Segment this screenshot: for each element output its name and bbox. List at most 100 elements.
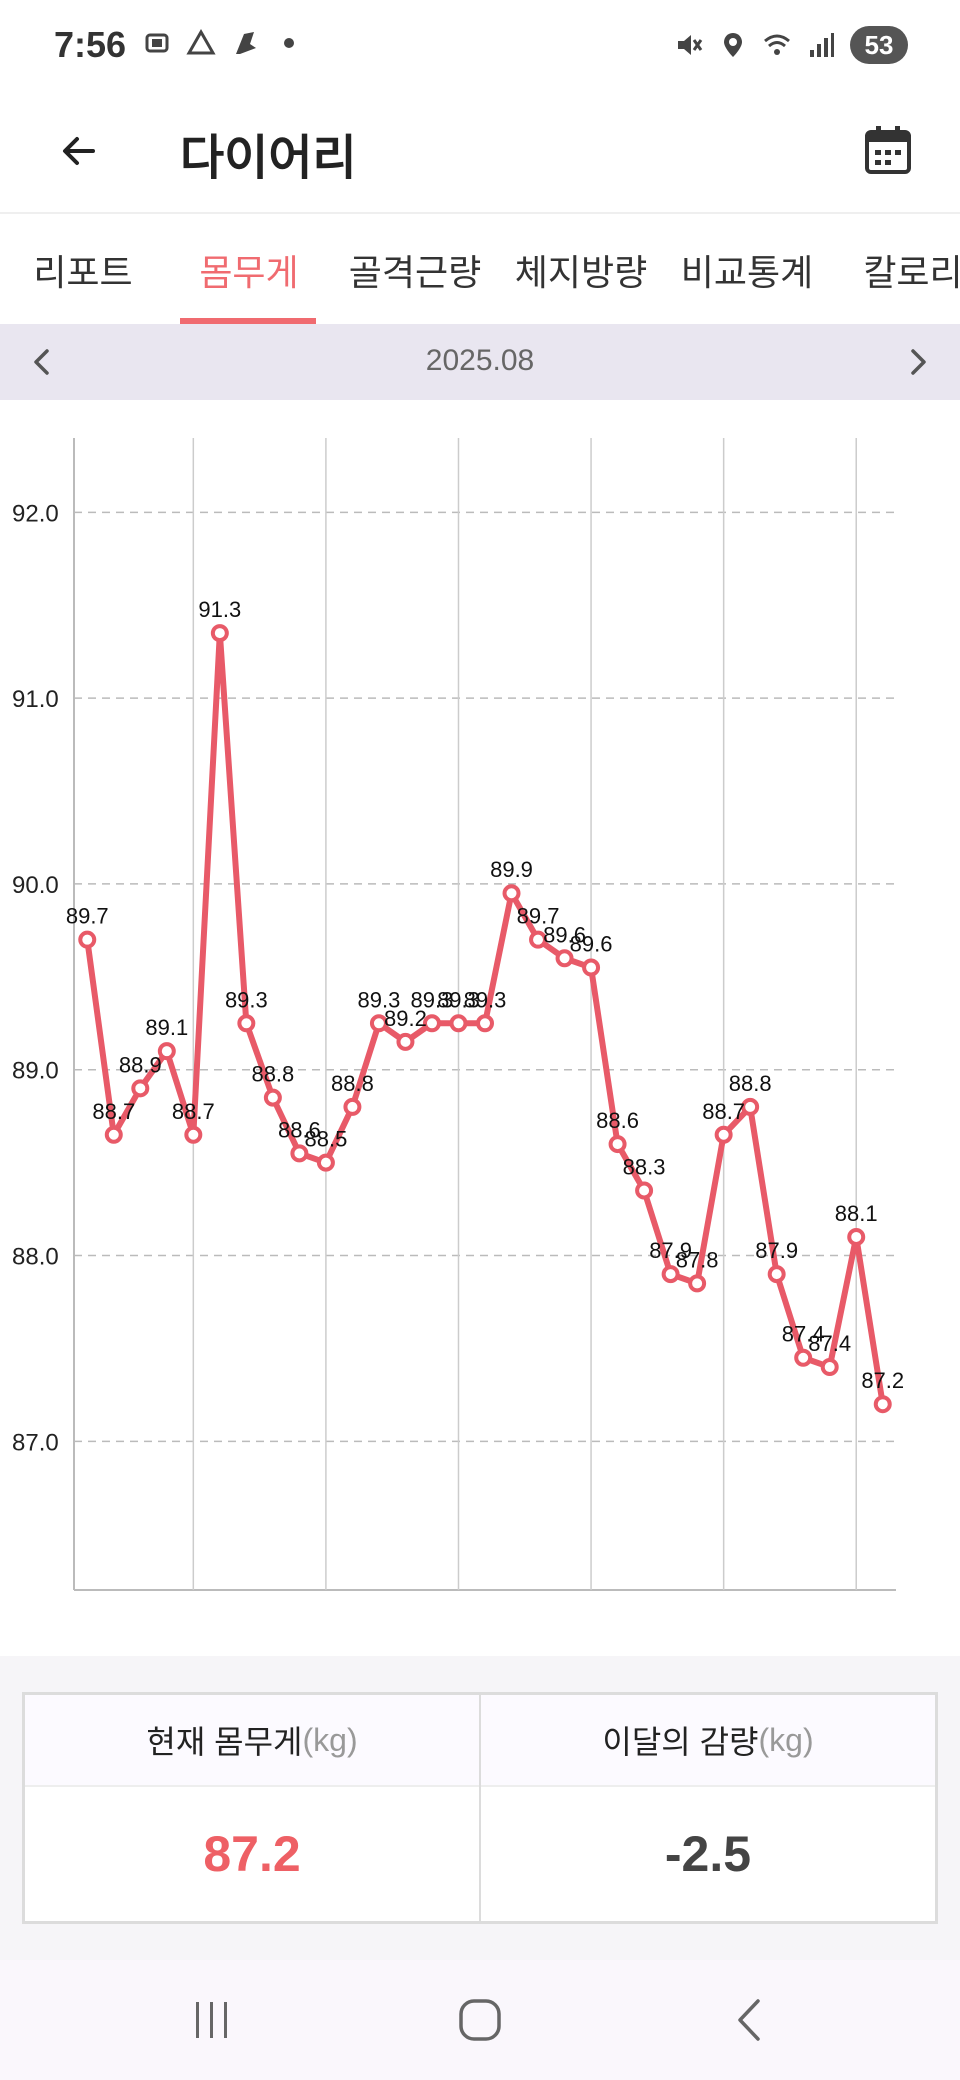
system-nav-bar [0,1960,960,2080]
data-point [131,1079,150,1098]
status-icons-right: 53 [674,26,908,64]
location-icon [724,33,742,57]
wifi-icon [764,34,790,55]
status-bar: 7:56 53 [0,0,960,92]
data-point [714,1125,733,1144]
tab-body-fat[interactable]: 체지방량 [514,252,648,293]
month-selector: 2025.08 [0,324,960,400]
data-point [767,1265,786,1284]
weight-chart-svg: 87.088.089.090.091.092.08/58/108/158/208… [12,438,904,1591]
data-label: 89.9 [490,857,533,882]
calendar-icon [865,126,911,174]
data-label: 87.8 [676,1247,719,1272]
data-label: 88.7 [172,1099,215,1124]
app-bar: 다이어리 [0,92,960,210]
home-button[interactable] [430,1982,530,2058]
chevron-left-icon [738,1999,760,2041]
data-label: 88.5 [304,1127,347,1152]
calendar-button[interactable] [850,112,926,188]
data-label: 87.4 [808,1331,851,1356]
data-label: 89.3 [411,987,454,1012]
screenshot-icon [145,33,169,53]
current-weight-cell: 현재 몸무게 (kg) 87.2 [25,1695,479,1921]
back-nav-button[interactable] [700,1982,800,2058]
data-point [396,1032,415,1051]
data-point [476,1014,494,1033]
data-point [582,958,601,977]
data-point [555,949,574,968]
signal-icon [810,33,834,57]
data-point [502,884,521,903]
tab-muscle[interactable]: 골격근량 [348,252,482,293]
data-point [449,1014,468,1033]
data-label: 89.1 [145,1015,188,1040]
data-label: 87.9 [755,1238,798,1263]
data-label: 88.6 [596,1108,639,1133]
data-label: 88.8 [331,1071,374,1096]
prev-month-button[interactable] [4,324,80,400]
y-tick-label: 89.0 [12,1058,59,1085]
data-point [157,1042,176,1061]
data-point [290,1144,309,1163]
data-point [184,1125,203,1144]
summary-table: 현재 몸무게 (kg) 87.2 이달의 감량 (kg) -2.5 [22,1692,938,1924]
data-point [794,1348,813,1367]
data-point [661,1265,680,1284]
data-label: 87.2 [861,1368,904,1393]
next-month-button[interactable] [880,324,956,400]
app-icon [236,32,256,54]
month-label: 2025.08 [425,344,535,377]
chevron-left-icon [34,349,49,375]
tab-bar: 리포트 몸무게 골격근량 체지방량 비교통계 칼로리 [0,212,960,326]
status-time: 7:56 [54,24,127,65]
current-weight-unit: (kg) [302,1721,358,1758]
home-icon [459,1999,501,2041]
page-title: 다이어리 [180,132,357,185]
data-point [237,1014,256,1033]
tab-calorie[interactable]: 칼로리 [863,252,960,293]
data-point [422,1014,441,1033]
data-label: 88.7 [702,1099,745,1124]
y-tick-label: 92.0 [12,500,59,527]
chevron-right-icon [911,349,926,375]
data-label: 89.7 [517,904,560,929]
data-label: 89.3 [437,987,480,1012]
data-label: 88.1 [835,1201,878,1226]
data-point [820,1358,839,1377]
data-point [608,1135,627,1154]
recent-apps-button[interactable] [162,1982,262,2058]
data-label: 89.2 [384,1006,427,1031]
data-point [741,1097,760,1116]
monthly-change-label: 이달의 감량 [602,1724,759,1760]
data-label: 89.3 [464,987,507,1012]
tab-compare[interactable]: 비교통계 [680,252,814,293]
status-icons-left [142,28,304,58]
back-button[interactable] [44,116,114,186]
recent-apps-icon [196,2002,227,2038]
monthly-change-cell: 이달의 감량 (kg) -2.5 [479,1695,935,1921]
data-point [316,1153,335,1172]
data-label: 89.3 [225,987,268,1012]
dot-icon [284,38,294,48]
data-point [635,1181,654,1200]
mute-icon [678,35,703,55]
data-label: 88.3 [623,1155,666,1180]
data-point [343,1097,362,1116]
current-weight-label: 현재 몸무게 [146,1724,303,1760]
data-point [369,1014,388,1033]
y-tick-label: 91.0 [12,686,59,713]
data-label: 91.3 [198,597,241,622]
data-label: 87.4 [782,1322,825,1347]
data-label: 89.7 [66,904,109,929]
tab-report[interactable]: 리포트 [33,252,133,293]
monthly-change-unit: (kg) [758,1721,814,1758]
drive-icon [186,28,216,55]
monthly-change-value: -2.5 [664,1826,752,1882]
data-label: 88.8 [251,1062,294,1087]
data-label: 89.3 [358,987,401,1012]
current-weight-value: 87.2 [203,1826,301,1882]
data-point [263,1088,282,1107]
y-tick-label: 88.0 [12,1244,59,1271]
data-label: 89.6 [543,922,586,947]
tab-weight[interactable]: 몸무게 [199,252,299,293]
